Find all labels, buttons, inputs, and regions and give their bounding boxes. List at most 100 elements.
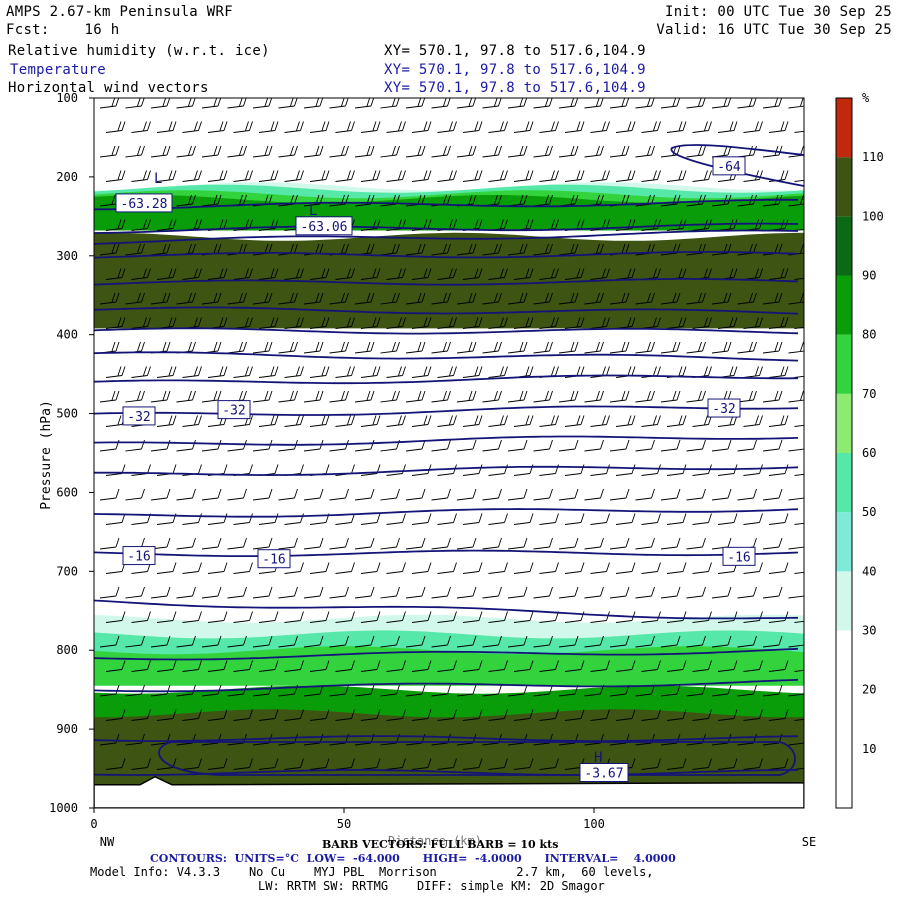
wind-barb xyxy=(360,415,381,427)
wind-barb xyxy=(309,170,330,182)
wind-barb xyxy=(227,488,247,501)
wind-barb xyxy=(284,611,304,623)
wind-barb xyxy=(641,709,661,721)
wind-barb xyxy=(176,537,196,550)
temperature-contours xyxy=(94,144,804,776)
wind-barb xyxy=(335,170,355,182)
contour-label-box xyxy=(579,763,629,782)
wind-barb xyxy=(278,635,298,648)
wind-barb xyxy=(584,635,604,648)
wind-barb xyxy=(233,660,253,672)
wind-barb xyxy=(641,611,661,623)
wind-barb xyxy=(686,586,706,599)
wind-barbs xyxy=(99,98,804,770)
wind-barb xyxy=(150,439,171,452)
wind-barb xyxy=(105,121,126,133)
wind-barb xyxy=(513,317,534,329)
wind-barb xyxy=(666,464,687,476)
wind-barb xyxy=(125,488,145,501)
wind-barb xyxy=(743,660,763,672)
wind-barb xyxy=(182,513,202,525)
colorbar-tick-label: 70 xyxy=(862,387,876,401)
wind-barb xyxy=(437,562,457,574)
low-marker: L xyxy=(154,171,162,187)
wind-barb xyxy=(411,170,432,182)
wind-barb xyxy=(437,366,457,378)
wind-barb xyxy=(176,684,196,697)
wind-barb xyxy=(609,145,630,158)
wind-barb xyxy=(354,292,375,305)
colorbar-tick-label: 10 xyxy=(862,742,876,756)
wind-barb xyxy=(533,586,553,599)
wind-barb xyxy=(609,488,630,501)
wind-barb xyxy=(609,439,630,452)
wind-barb xyxy=(641,758,661,770)
wind-barb xyxy=(462,317,483,329)
wind-barb xyxy=(660,684,681,697)
wind-barb xyxy=(252,635,273,648)
wind-barb xyxy=(539,513,559,525)
wind-barb xyxy=(411,660,432,672)
wind-barb xyxy=(227,635,247,648)
wind-barb xyxy=(227,341,247,354)
wind-barb xyxy=(590,709,610,721)
temperature-contour xyxy=(94,351,799,362)
wind-barb xyxy=(641,415,661,427)
wind-barb xyxy=(201,341,222,354)
wind-barb xyxy=(284,709,304,721)
wind-barb xyxy=(329,635,349,648)
wind-barb xyxy=(456,98,477,109)
wind-barb xyxy=(615,415,636,427)
wind-barb xyxy=(482,145,502,158)
wind-barb xyxy=(737,439,757,452)
wind-barb xyxy=(405,488,426,501)
temperature-contour xyxy=(94,465,799,477)
wind-barb xyxy=(360,464,381,476)
wind-barb xyxy=(335,415,355,427)
wind-barb xyxy=(309,758,330,770)
wind-barb xyxy=(437,660,457,672)
contour-label-box xyxy=(122,546,156,566)
wind-barb xyxy=(258,709,279,721)
wind-barb xyxy=(258,660,279,672)
wind-barb xyxy=(227,439,247,452)
wind-barb xyxy=(507,635,528,648)
y-tick-label: 900 xyxy=(56,722,78,736)
wind-barb xyxy=(437,415,457,427)
wind-barb xyxy=(105,464,126,476)
wind-barb xyxy=(386,366,406,378)
wind-barb xyxy=(380,341,400,354)
wind-barb xyxy=(309,709,330,721)
wind-barb xyxy=(737,684,757,697)
wind-barb xyxy=(360,611,381,623)
wind-barb xyxy=(360,562,381,574)
temperature-contour xyxy=(94,405,799,416)
wind-barb xyxy=(258,611,279,623)
wind-barb xyxy=(666,170,687,182)
wind-barb xyxy=(462,366,483,378)
wind-barb xyxy=(125,684,145,697)
wind-barb xyxy=(156,121,177,133)
wind-barb xyxy=(558,635,579,648)
colorbar-segment xyxy=(836,453,852,513)
wind-barb xyxy=(641,660,661,672)
wind-barb xyxy=(660,439,681,452)
wind-barb xyxy=(411,513,432,525)
wind-barb xyxy=(482,390,502,403)
wind-barb xyxy=(207,121,228,133)
wind-barb xyxy=(309,268,330,280)
wind-barb xyxy=(788,341,804,354)
wind-barb xyxy=(539,709,559,721)
wind-barb xyxy=(788,742,804,746)
wind-barb xyxy=(762,635,783,648)
wind-barb xyxy=(564,660,585,672)
wind-barb xyxy=(488,121,508,133)
wind-barb xyxy=(533,292,553,305)
wind-barb xyxy=(309,562,330,574)
colorbar-tick-label: 80 xyxy=(862,328,876,342)
forecast-hour: Fcst: 16 h xyxy=(6,22,120,38)
wind-barb xyxy=(360,660,381,672)
wind-barb xyxy=(437,513,457,525)
wind-barb xyxy=(482,439,502,452)
